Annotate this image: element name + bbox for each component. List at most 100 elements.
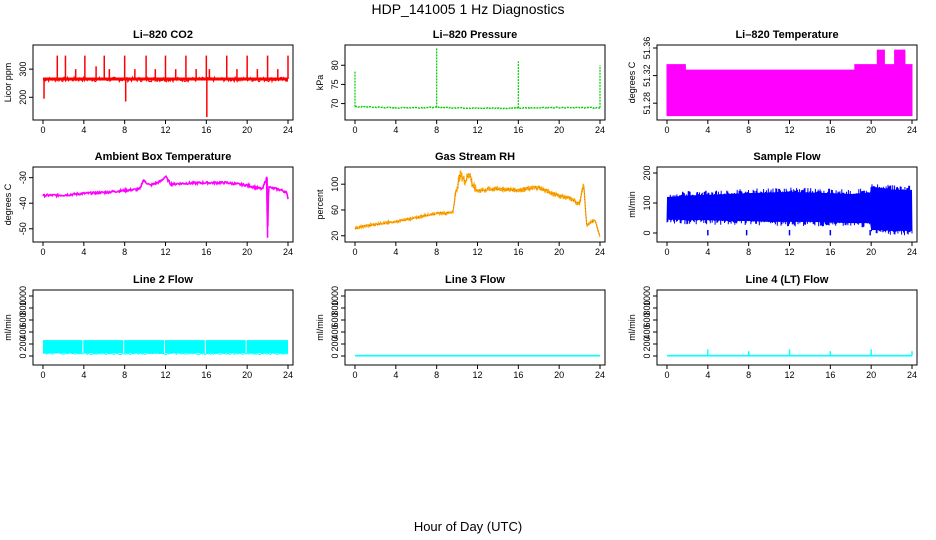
x-tick-label-ambient: 12 [160, 247, 170, 257]
panel-title-sample: Sample Flow [753, 151, 821, 163]
y-tick-label-line2: 0 [18, 353, 28, 358]
data-layer-ambient [42, 175, 289, 238]
series-line-pressure [354, 105, 601, 110]
y-tick-label-line4: 400 [642, 324, 652, 339]
x-tick-label-line3: 20 [554, 370, 564, 380]
x-tick-label-line4: 20 [866, 370, 876, 380]
y-tick-label-line3: 400 [330, 324, 340, 339]
panel-temperature: Li–820 Temperature 0 4 8 12 16 20 24 51.28 51.32 5… [627, 29, 918, 135]
x-tick-label-rh: 24 [595, 247, 605, 257]
y-tick-label-line4: 1000 [642, 286, 652, 306]
figure-title: HDP_141005 1 Hz Diagnostics [372, 1, 565, 17]
x-tick-label-co2: 24 [283, 125, 293, 135]
y-tick-label-temperature: 51.36 [642, 37, 652, 60]
panel-title-ambient: Ambient Box Temperature [95, 151, 232, 163]
data-layer-co2 [42, 55, 289, 117]
x-tick-label-pressure: 16 [513, 125, 523, 135]
y-axis-label-ambient: degrees C [3, 183, 13, 225]
x-tick-label-temperature: 24 [907, 125, 917, 135]
data-layer-temperature [666, 49, 913, 117]
x-tick-label-line3: 0 [352, 370, 357, 380]
y-tick-label-line3: 200 [330, 336, 340, 351]
x-tick-label-line4: 8 [746, 370, 751, 380]
dip-ambient [266, 177, 269, 238]
x-tick-label-co2: 12 [160, 125, 170, 135]
x-tick-label-sample: 20 [866, 247, 876, 257]
y-axis-label-rh: percent [315, 189, 325, 220]
data-layer-line2 [42, 340, 289, 356]
x-tick-label-line2: 0 [40, 370, 45, 380]
y-tick-label-pressure: 70 [330, 99, 340, 109]
x-tick-label-ambient: 20 [242, 247, 252, 257]
y-axis-label-line3: ml/min [315, 314, 325, 341]
y-tick-label-co2: 300 [18, 62, 28, 77]
x-tick-label-temperature: 12 [784, 125, 794, 135]
y-tick-label-sample: 100 [642, 195, 652, 210]
y-axis-label-co2: Licor ppm [3, 63, 13, 103]
x-tick-label-sample: 0 [664, 247, 669, 257]
x-tick-label-line4: 4 [705, 370, 710, 380]
x-tick-label-line3: 4 [393, 370, 398, 380]
x-tick-label-sample: 8 [746, 247, 751, 257]
x-tick-label-rh: 16 [513, 247, 523, 257]
y-axis-label-temperature: degrees C [627, 61, 637, 103]
y-tick-label-pressure: 75 [330, 79, 340, 89]
panel-sample: Sample Flow 0 4 8 12 16 20 24 0 100 200 ml/min [627, 151, 918, 257]
x-tick-label-sample: 12 [784, 247, 794, 257]
y-tick-label-co2: 200 [18, 90, 28, 105]
y-tick-label-line4: 0 [642, 353, 652, 358]
plot-frame-line3 [344, 289, 606, 366]
x-tick-label-rh: 0 [352, 247, 357, 257]
y-tick-label-line4: 200 [642, 336, 652, 351]
x-tick-label-line4: 0 [664, 370, 669, 380]
x-tick-label-rh: 12 [472, 247, 482, 257]
y-tick-label-ambient: -40 [18, 197, 28, 210]
y-tick-label-line2: 200 [18, 336, 28, 351]
series-line-ambient [42, 175, 289, 227]
figure-x-axis-label: Hour of Day (UTC) [414, 519, 522, 534]
y-tick-label-line3: 600 [330, 312, 340, 327]
y-tick-label-line4: 600 [642, 312, 652, 327]
x-tick-label-line2: 4 [81, 370, 86, 380]
panel-rh: Gas Stream RH 0 4 8 12 16 20 24 20 60 100 percent [315, 151, 606, 257]
x-tick-label-ambient: 8 [122, 247, 127, 257]
x-tick-label-pressure: 20 [554, 125, 564, 135]
y-tick-label-pressure: 80 [330, 60, 340, 70]
x-tick-label-pressure: 24 [595, 125, 605, 135]
x-tick-label-line2: 8 [122, 370, 127, 380]
panel-ambient: Ambient Box Temperature 0 4 8 12 16 20 24 -30 -40… [3, 151, 294, 257]
x-tick-label-temperature: 8 [746, 125, 751, 135]
x-tick-label-line2: 12 [160, 370, 170, 380]
series-area-temperature [666, 49, 913, 117]
plot-frame-pressure [344, 44, 606, 121]
x-tick-label-ambient: 0 [40, 247, 45, 257]
panel-co2: Li–820 CO2 0 4 8 12 16 20 24 200 300 Licor ppm [3, 29, 294, 135]
x-tick-label-co2: 8 [122, 125, 127, 135]
x-tick-label-line2: 20 [242, 370, 252, 380]
y-tick-label-line3: 800 [330, 300, 340, 315]
x-tick-label-line4: 16 [825, 370, 835, 380]
x-tick-label-temperature: 16 [825, 125, 835, 135]
x-tick-label-sample: 24 [907, 247, 917, 257]
y-tick-label-sample: 0 [642, 230, 652, 235]
x-tick-label-temperature: 0 [664, 125, 669, 135]
y-tick-label-rh: 100 [330, 177, 340, 192]
x-tick-label-co2: 16 [201, 125, 211, 135]
x-tick-label-rh: 8 [434, 247, 439, 257]
y-tick-label-rh: 60 [330, 205, 340, 215]
y-axis-label-line2: ml/min [3, 314, 13, 341]
panel-title-line4: Line 4 (LT) Flow [746, 274, 829, 286]
data-layer-line4 [667, 349, 913, 357]
series-dots-rh [354, 171, 600, 236]
panel-title-rh: Gas Stream RH [435, 151, 515, 163]
y-tick-label-ambient: -30 [18, 171, 28, 184]
y-axis-label-sample: ml/min [627, 191, 637, 218]
panel-title-co2: Li–820 CO2 [133, 29, 193, 41]
y-tick-label-line2: 800 [18, 300, 28, 315]
data-layer-sample [666, 184, 913, 236]
panel-title-temperature: Li–820 Temperature [735, 29, 838, 41]
panel-title-pressure: Li–820 Pressure [433, 29, 517, 41]
